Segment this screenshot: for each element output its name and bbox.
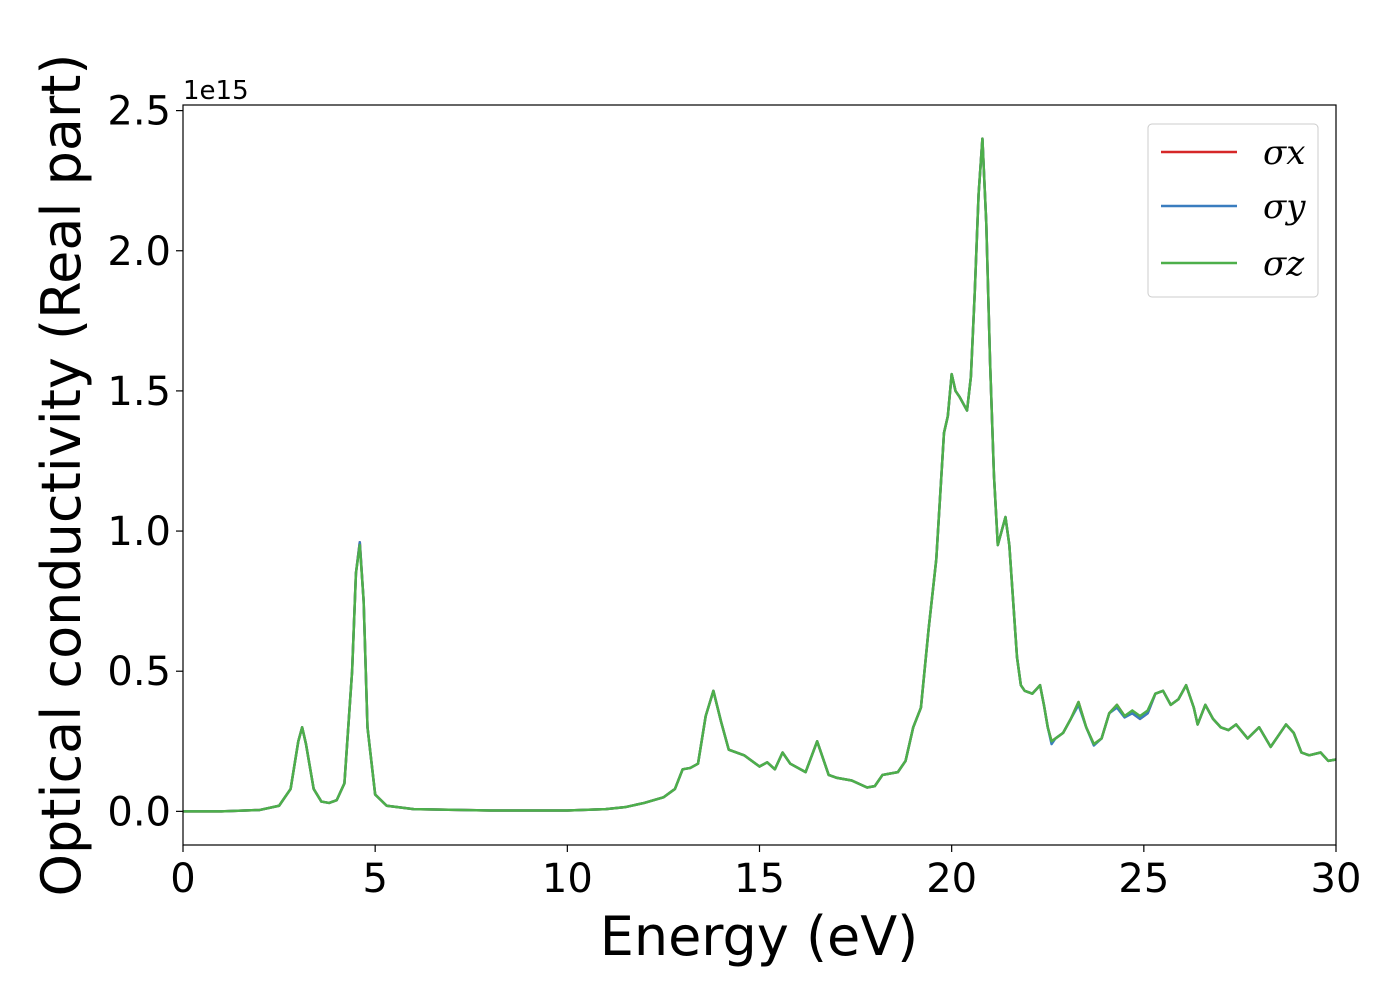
x-axis-label: Energy (eV): [600, 905, 919, 968]
y-tick-label: 2.5: [107, 89, 171, 135]
y-tick-label: 0.5: [107, 649, 171, 695]
series-layer: [183, 137, 1337, 813]
x-tick-label: 10: [542, 856, 593, 902]
x-tick-label: 15: [734, 856, 785, 902]
x-tick-label: 30: [1311, 856, 1362, 902]
legend-label-sigma-z: σz: [1263, 244, 1305, 284]
y-offset-label: 1e15: [183, 76, 249, 106]
y-axis-label: Optical conductivity (Real part): [30, 54, 93, 897]
x-tick-label: 0: [170, 856, 195, 902]
x-tick-label: 5: [362, 856, 387, 902]
legend-label-sigma-y: σy: [1263, 187, 1306, 227]
y-tick-label: 1.5: [107, 369, 171, 415]
y-tick-label: 0.0: [107, 789, 171, 835]
y-tick-label: 1.0: [107, 509, 171, 555]
legend: σx σy σz: [1147, 123, 1319, 298]
legend-box: [1147, 123, 1319, 298]
y-axis-ticks: 0.0 0.5 1.0 1.5 2.0 2.5: [107, 89, 183, 835]
legend-label-sigma-x: σx: [1263, 133, 1305, 173]
y-tick-label: 2.0: [107, 229, 171, 275]
series-line-sigma-z: [183, 137, 1337, 813]
x-tick-label: 25: [1118, 856, 1169, 902]
x-tick-label: 20: [926, 856, 977, 902]
x-axis-ticks: 0 5 10 15 20 25 30: [170, 845, 1361, 902]
